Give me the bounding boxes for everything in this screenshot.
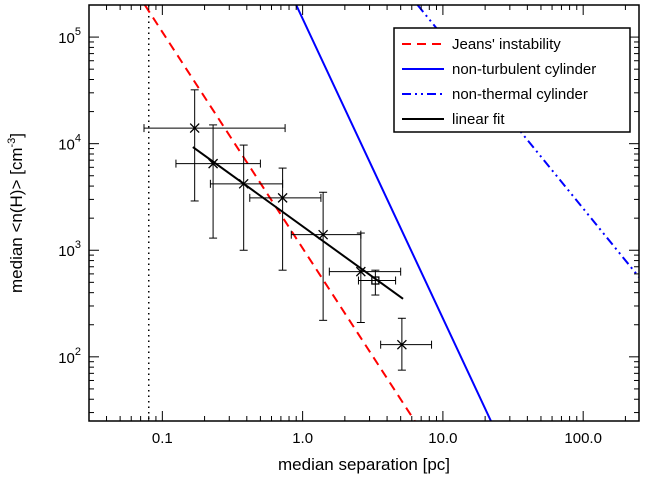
y-axis-title: median <n(H)> [cm-3]: [6, 133, 26, 293]
x-tick-label: 0.1: [152, 430, 173, 447]
ticks-layer: 0.1 1.0 10.0 100.0 102 103 104 105: [58, 4, 639, 447]
legend: Jeans' instability non-turbulent cylinder…: [393, 27, 631, 133]
x-marker: [208, 158, 219, 169]
series-line-1: [295, 5, 492, 421]
data-point-1: [175, 124, 261, 239]
x-tick-label: 1.0: [292, 430, 313, 447]
x-tick-label: 100.0: [564, 430, 602, 447]
data-point-7: [380, 317, 433, 371]
x-marker: [318, 229, 329, 240]
legend-label-2: non-thermal cylinder: [452, 86, 588, 103]
x-axis-title: median separation [pc]: [278, 455, 450, 474]
data-point-5: [328, 232, 402, 323]
data-point-6: [357, 269, 397, 296]
x-marker: [189, 123, 200, 134]
points-layer: [143, 89, 433, 371]
data-point-0: [143, 89, 286, 202]
y-tick-label: 103: [58, 239, 81, 260]
data-point-4: [290, 191, 362, 321]
square-marker: [371, 276, 380, 285]
legend-label-0: Jeans' instability: [452, 36, 561, 53]
x-marker: [355, 266, 366, 277]
legend-label-3: linear fit: [452, 111, 505, 128]
plot-frame: [88, 4, 640, 422]
x-marker: [396, 339, 407, 350]
x-tick-label: 10.0: [428, 430, 457, 447]
y-tick-label: 102: [58, 346, 81, 367]
series-line-3: [192, 146, 404, 300]
x-marker: [277, 192, 288, 203]
legend-label-1: non-turbulent cylinder: [452, 61, 596, 78]
y-tick-label: 104: [58, 133, 81, 154]
legend-box: [393, 27, 631, 133]
y-tick-label: 105: [58, 26, 81, 47]
x-marker: [238, 178, 249, 189]
series-line-0: [143, 5, 416, 421]
data-point-3: [249, 167, 322, 271]
